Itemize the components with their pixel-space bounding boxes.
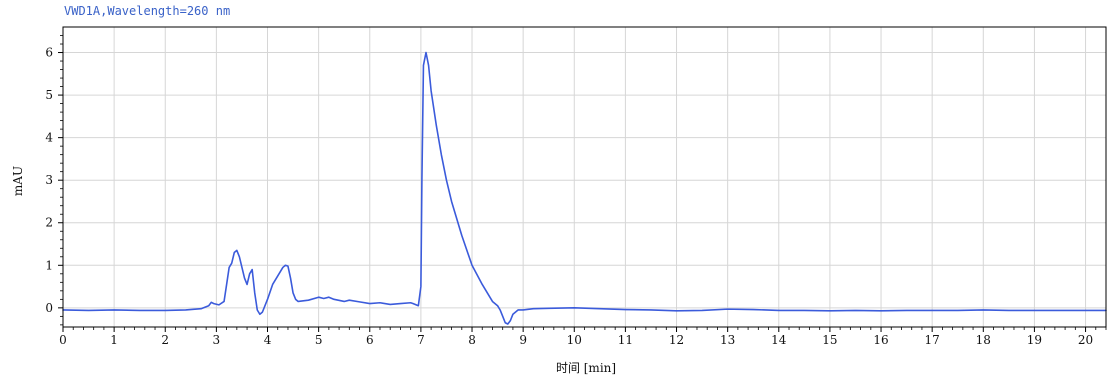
x-tick-label: 20 <box>1078 333 1093 347</box>
y-axis-label: mAU <box>11 166 25 196</box>
x-tick-label: 1 <box>110 333 118 347</box>
series-layer <box>62 51 1107 325</box>
x-tick-label: 9 <box>519 333 527 347</box>
tick-layer <box>58 35 1107 332</box>
x-tick-label: 19 <box>1027 333 1042 347</box>
grid-layer <box>63 27 1106 327</box>
x-tick-label: 2 <box>161 333 169 347</box>
y-tick-label: 4 <box>45 131 53 145</box>
x-tick-label: 13 <box>720 333 735 347</box>
x-tick-label: 11 <box>618 333 633 347</box>
x-tick-label: 15 <box>822 333 837 347</box>
x-tick-label: 10 <box>567 333 582 347</box>
chromatogram-trace <box>62 51 1107 325</box>
x-tick-label: 5 <box>315 333 323 347</box>
y-tick-label: 2 <box>45 216 53 230</box>
x-tick-label: 17 <box>925 333 940 347</box>
y-tick-label: 6 <box>45 46 53 60</box>
y-tick-label: 1 <box>45 258 53 272</box>
y-tick-label: 3 <box>45 173 53 187</box>
x-tick-label: 18 <box>976 333 991 347</box>
x-axis-label: 时间 [min] <box>556 361 616 375</box>
x-tick-label: 14 <box>771 333 787 347</box>
x-tick-label: 16 <box>873 333 888 347</box>
x-tick-label: 8 <box>468 333 476 347</box>
x-tick-label: 6 <box>366 333 374 347</box>
y-tick-label: 0 <box>45 301 53 315</box>
plot-frame <box>62 26 1107 328</box>
x-tick-label: 3 <box>213 333 221 347</box>
signal-title: VWD1A,Wavelength=260 nm <box>64 4 230 18</box>
x-tick-label: 4 <box>264 333 272 347</box>
x-tick-label: 7 <box>417 333 425 347</box>
y-tick-label: 5 <box>45 88 53 102</box>
x-tick-label: 0 <box>59 333 67 347</box>
x-tick-label: 12 <box>669 333 684 347</box>
